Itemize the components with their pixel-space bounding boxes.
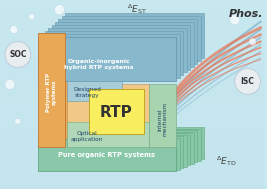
Bar <box>65 43 93 138</box>
Bar <box>0 161 265 170</box>
Bar <box>58 45 86 140</box>
Bar <box>62 16 201 60</box>
Bar <box>0 57 265 67</box>
Bar <box>41 138 180 170</box>
Bar <box>48 135 187 167</box>
Text: Internal
mechanism: Internal mechanism <box>157 102 168 136</box>
Bar <box>52 133 190 165</box>
Bar <box>0 151 265 161</box>
Bar <box>0 38 265 48</box>
Bar <box>0 123 265 132</box>
Bar <box>62 129 201 161</box>
Circle shape <box>10 26 18 34</box>
Bar <box>0 170 265 180</box>
Bar <box>0 67 265 76</box>
Bar <box>55 22 194 67</box>
Bar <box>0 95 265 104</box>
Bar <box>45 136 183 168</box>
Bar <box>0 76 265 85</box>
Bar <box>48 28 187 73</box>
Bar <box>0 142 265 151</box>
Bar <box>41 51 69 146</box>
Text: Polymer RTP
systems: Polymer RTP systems <box>46 73 57 112</box>
Bar <box>65 127 204 159</box>
Text: Optical
application: Optical application <box>71 131 103 142</box>
Bar <box>65 13 204 58</box>
Bar <box>0 48 265 57</box>
Bar <box>0 85 265 95</box>
Bar <box>0 132 265 142</box>
Circle shape <box>5 42 31 67</box>
Bar <box>62 44 90 139</box>
Text: Pure organic RTP systems: Pure organic RTP systems <box>58 152 155 158</box>
Bar <box>45 50 72 145</box>
Bar <box>55 132 194 164</box>
Bar <box>58 130 197 162</box>
Bar <box>38 33 65 147</box>
Circle shape <box>54 5 64 15</box>
Text: ISC: ISC <box>241 77 254 86</box>
Bar <box>0 104 265 114</box>
Text: Organic-inorganic
hybrid RTP systems: Organic-inorganic hybrid RTP systems <box>64 59 134 70</box>
Bar <box>0 20 265 29</box>
Bar <box>0 29 265 38</box>
Bar <box>67 122 148 147</box>
Bar <box>52 48 79 142</box>
Text: RTP: RTP <box>100 105 132 120</box>
Bar <box>0 114 265 123</box>
Bar <box>0 180 265 189</box>
Bar <box>38 37 176 81</box>
Bar <box>52 25 190 70</box>
Circle shape <box>29 14 35 20</box>
Text: SOC: SOC <box>9 50 27 59</box>
Bar <box>67 81 122 101</box>
Text: $^{\mathsf{\Delta}}E_{\mathsf{ST}}$: $^{\mathsf{\Delta}}E_{\mathsf{ST}}$ <box>127 2 147 16</box>
Bar <box>38 139 176 171</box>
Circle shape <box>230 15 240 25</box>
Bar <box>41 34 180 78</box>
Bar <box>148 84 176 147</box>
Bar <box>0 1 265 10</box>
Bar <box>89 89 144 134</box>
Bar <box>55 47 83 141</box>
Circle shape <box>5 79 15 89</box>
Text: Phos.: Phos. <box>228 9 263 19</box>
Text: Designed
strategy: Designed strategy <box>73 87 101 98</box>
Bar <box>0 10 265 20</box>
Bar <box>48 49 76 144</box>
Bar <box>67 84 148 124</box>
Text: $^{\mathsf{\Delta}}E_{\mathsf{TD}}$: $^{\mathsf{\Delta}}E_{\mathsf{TD}}$ <box>215 154 236 168</box>
Circle shape <box>235 68 261 94</box>
Circle shape <box>15 118 21 124</box>
Circle shape <box>249 38 256 45</box>
Bar <box>58 19 197 64</box>
Bar <box>45 31 183 75</box>
